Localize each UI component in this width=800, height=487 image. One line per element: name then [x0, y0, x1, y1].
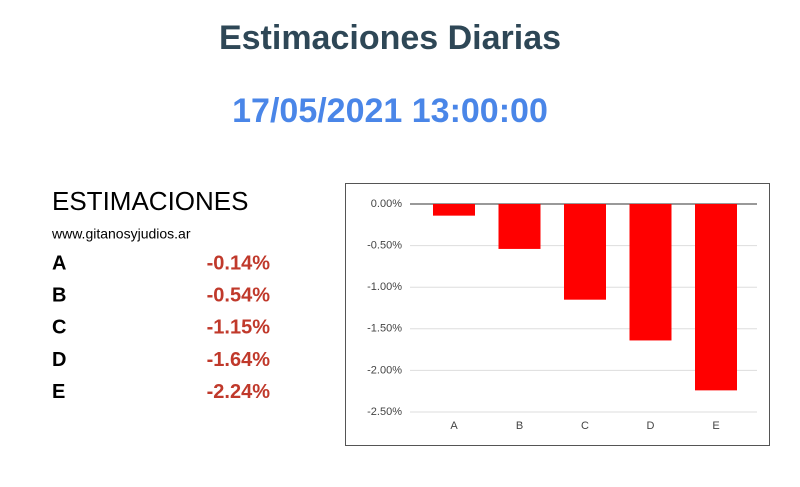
- table-title: ESTIMACIONES: [52, 186, 248, 216]
- row-value: -0.54%: [207, 284, 271, 306]
- row-label: C: [52, 317, 66, 339]
- x-tick-label: D: [647, 420, 655, 432]
- row-value: -2.24%: [207, 381, 271, 403]
- row-value: -0.14%: [207, 252, 271, 274]
- x-tick-label: B: [516, 420, 523, 432]
- y-tick-label: 0.00%: [371, 198, 402, 210]
- y-tick-label: -0.50%: [367, 240, 402, 252]
- datetime: 17/05/2021 13:00:00: [232, 92, 548, 130]
- bar: [695, 204, 737, 391]
- x-tick-label: C: [581, 420, 589, 432]
- source: www.gitanosyjudios.ar: [51, 226, 191, 242]
- bar: [564, 204, 606, 300]
- row-value: -1.15%: [207, 317, 271, 339]
- row-label: E: [52, 381, 65, 403]
- row-label: A: [52, 252, 66, 274]
- y-tick-label: -1.00%: [367, 281, 402, 293]
- y-tick-label: -1.50%: [367, 323, 402, 335]
- bar: [629, 204, 672, 341]
- bar: [498, 204, 541, 249]
- row-label: D: [52, 349, 66, 371]
- y-tick-label: -2.00%: [367, 364, 402, 376]
- x-tick-label: E: [712, 420, 719, 432]
- y-tick-label: -2.50%: [367, 406, 402, 418]
- page-title: Estimaciones Diarias: [219, 19, 561, 57]
- x-tick-label: A: [450, 420, 458, 432]
- row-label: B: [52, 284, 66, 306]
- row-value: -1.64%: [207, 349, 271, 371]
- bar: [433, 204, 475, 216]
